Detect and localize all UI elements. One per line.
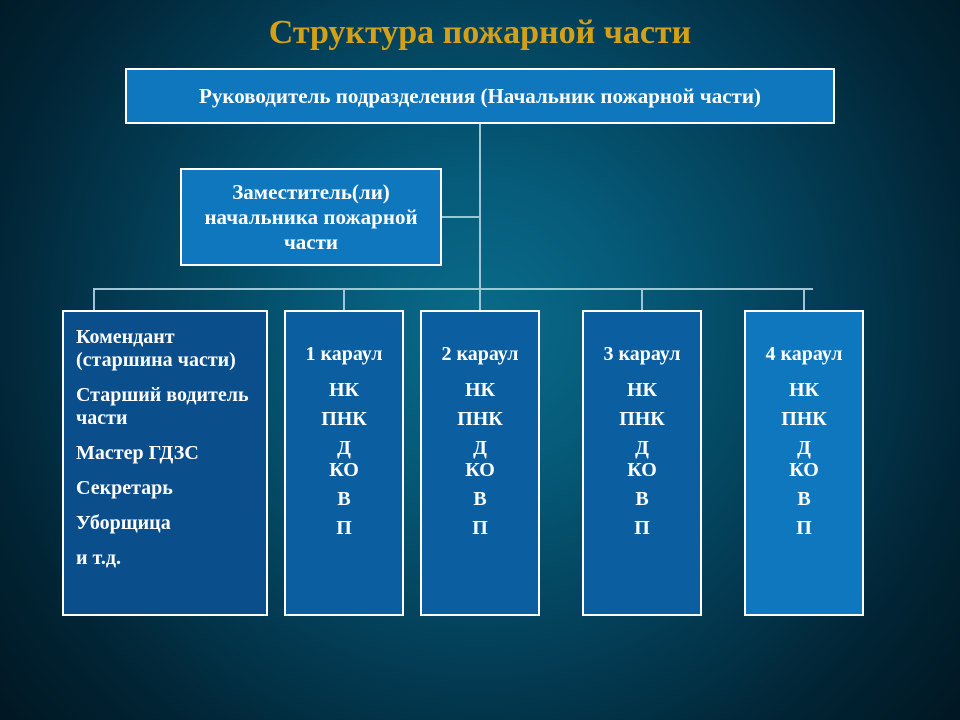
connector-drop-3 <box>641 288 643 310</box>
org-guard-row: П <box>594 517 690 540</box>
org-staff-line: Мастер ГДЗС <box>76 442 254 465</box>
slide-root: Структура пожарной части Руководитель по… <box>0 0 960 720</box>
org-guard-row: Д <box>432 437 528 460</box>
org-guard-row: ПНК <box>432 408 528 431</box>
org-guard-row: П <box>756 517 852 540</box>
org-guard-row: Д <box>594 437 690 460</box>
org-guard-row: В <box>296 488 392 511</box>
org-guard-row: НК <box>594 379 690 402</box>
org-root-box: Руководитель подразделения (Начальник по… <box>125 68 835 124</box>
org-staff-line: Уборщица <box>76 512 254 535</box>
org-guard-row: КО <box>594 459 690 482</box>
connector-drop-2 <box>479 288 481 310</box>
org-guard-box-2: 2 караул НК ПНК ДКО ВП <box>420 310 540 616</box>
org-guard-row: НК <box>296 379 392 402</box>
org-guard-row: Д <box>296 437 392 460</box>
org-staff-line: Комендант (старшина части) <box>76 326 254 372</box>
org-deputy-line: Заместитель(ли) <box>192 180 430 205</box>
org-guard-box-4: 4 караул НК ПНК ДКО ВП <box>744 310 864 616</box>
org-guard-row: ПНК <box>756 408 852 431</box>
org-staff-line: и т.д. <box>76 547 254 570</box>
org-guard-title: 4 караул <box>756 343 852 366</box>
org-guard-row: НК <box>432 379 528 402</box>
org-guard-row: Д <box>756 437 852 460</box>
connector-root-down <box>479 124 481 310</box>
org-guard-row: КО <box>432 459 528 482</box>
org-staff-line: Секретарь <box>76 477 254 500</box>
org-guard-title: 1 караул <box>296 343 392 366</box>
org-guard-title: 2 караул <box>432 343 528 366</box>
org-guard-row: НК <box>756 379 852 402</box>
org-guard-row: ПНК <box>296 408 392 431</box>
org-guard-row: ПНК <box>594 408 690 431</box>
org-guard-box-1: 1 караул НК ПНК ДКО ВП <box>284 310 404 616</box>
connector-drop-1 <box>343 288 345 310</box>
org-staff-line: Старший водитель части <box>76 384 254 430</box>
org-guard-title: 3 караул <box>594 343 690 366</box>
connector-drop-4 <box>803 288 805 310</box>
org-guard-row: П <box>432 517 528 540</box>
connector-deputy-stub <box>442 216 479 218</box>
org-root-label: Руководитель подразделения (Начальник по… <box>137 84 823 109</box>
org-deputy-line: начальника пожарной <box>192 205 430 230</box>
org-guard-row: В <box>756 488 852 511</box>
org-staff-box: Комендант (старшина части) Старший водите… <box>62 310 268 616</box>
org-guard-row: В <box>432 488 528 511</box>
org-guard-row: КО <box>756 459 852 482</box>
org-deputy-box: Заместитель(ли)начальника пожарнойчасти <box>180 168 442 266</box>
org-guard-row: В <box>594 488 690 511</box>
slide-title: Структура пожарной части <box>0 14 960 52</box>
org-deputy-line: части <box>192 230 430 255</box>
org-guard-row: КО <box>296 459 392 482</box>
org-guard-box-3: 3 караул НК ПНК ДКО ВП <box>582 310 702 616</box>
connector-drop-0 <box>93 288 95 310</box>
connector-bus <box>93 288 813 290</box>
org-guard-row: П <box>296 517 392 540</box>
